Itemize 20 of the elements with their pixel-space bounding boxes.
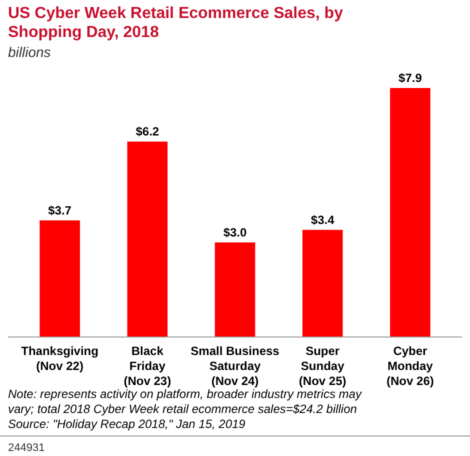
- data-label: $7.9: [398, 71, 422, 85]
- bar: [127, 142, 168, 337]
- text: Note: represents activity on platform, broader industry metrics may vary; total 2018 Cyber Week retail ecommerce sales=$24.2 billion: [8, 387, 362, 416]
- source-note: Source: "Holiday Recap 2018," Jan 15, 2019: [8, 417, 246, 431]
- x-tick-label: Small Business Saturday (Nov 24): [190, 344, 280, 388]
- data-label: $3.7: [48, 203, 72, 218]
- text: 244931: [8, 442, 45, 454]
- x-tick-label: Cyber Monday (Nov 26): [386, 344, 434, 388]
- data-label: $3.0: [223, 225, 247, 240]
- bar: [214, 242, 256, 337]
- x-tick-label: Super Sunday (Nov 25): [298, 344, 346, 388]
- x-tick-label: Black Friday (Nov 23): [124, 344, 172, 388]
- chart-subtitle: billions: [8, 44, 51, 60]
- bar: [40, 220, 80, 337]
- bar: [302, 230, 343, 337]
- x-tick-label: Thanksgiving (Nov 22): [21, 344, 98, 373]
- bar: [390, 88, 430, 337]
- data-label: $6.2: [136, 124, 160, 139]
- chart-title: US Cyber Week Retail Ecommerce Sales, by Shopping Day, 2018: [8, 5, 344, 41]
- data-label: $3.4: [310, 212, 335, 227]
